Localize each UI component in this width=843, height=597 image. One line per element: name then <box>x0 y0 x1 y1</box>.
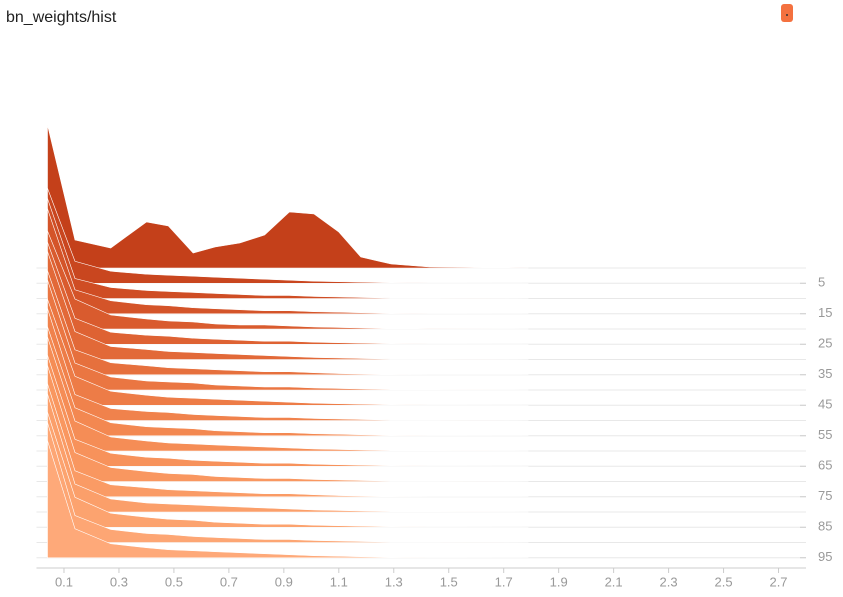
histogram-area <box>47 355 529 467</box>
histogram-area <box>47 383 529 498</box>
swatch-dot <box>786 14 788 16</box>
histogram-area <box>47 124 529 269</box>
histogram-area <box>47 422 529 543</box>
x-tick-label: 2.5 <box>715 574 733 589</box>
color-swatch[interactable] <box>781 4 793 22</box>
histogram-area <box>47 279 529 391</box>
y-tick-label: 85 <box>818 519 832 534</box>
histogram-area <box>47 242 529 345</box>
histogram-area <box>47 208 529 315</box>
y-tick-label: 75 <box>818 488 832 503</box>
histogram-area <box>47 270 529 376</box>
y-tick-label: 15 <box>818 305 832 320</box>
x-tick-label: 1.7 <box>495 574 513 589</box>
y-tick-label: 25 <box>818 336 832 351</box>
histogram-area <box>47 188 529 284</box>
histogram-area <box>47 365 529 482</box>
x-tick-label: 1.3 <box>385 574 403 589</box>
histogram-area <box>47 326 529 437</box>
x-tick-label: 1.9 <box>550 574 568 589</box>
y-tick-label: 55 <box>818 427 832 442</box>
histogram-area <box>47 412 529 528</box>
x-tick-label: 0.7 <box>220 574 238 589</box>
y-tick-label: 45 <box>818 397 832 412</box>
y-tick-label: 95 <box>818 549 832 564</box>
plot-area: 5 15 25 35 45 55 65 75 85 95 0.1 0.3 0.5 0.7 0.9 1.1 1.3… <box>36 124 832 589</box>
histogram-area <box>47 393 529 513</box>
histogram-area <box>47 230 529 330</box>
histogram-area <box>47 336 529 452</box>
histogram-area <box>47 198 529 299</box>
histogram-area <box>47 440 529 559</box>
x-tick-label: 2.7 <box>769 574 787 589</box>
histogram-area <box>47 251 529 360</box>
histogram-area <box>47 299 529 406</box>
x-tick-label: 1.1 <box>330 574 348 589</box>
y-tick-label: 35 <box>818 366 832 381</box>
y-tick-label: 65 <box>818 458 832 473</box>
y-tick-label: 5 <box>818 275 825 290</box>
histogram-area <box>47 308 529 421</box>
chart-title: bn_weights/hist <box>6 9 117 26</box>
x-tick-label: 2.3 <box>660 574 678 589</box>
x-tick-label: 0.5 <box>165 574 183 589</box>
x-tick-label: 2.1 <box>605 574 623 589</box>
x-tick-label: 0.3 <box>110 574 128 589</box>
x-tick-label: 1.5 <box>440 574 458 589</box>
x-tick-label: 0.9 <box>275 574 293 589</box>
x-tick-label: 0.1 <box>55 574 73 589</box>
